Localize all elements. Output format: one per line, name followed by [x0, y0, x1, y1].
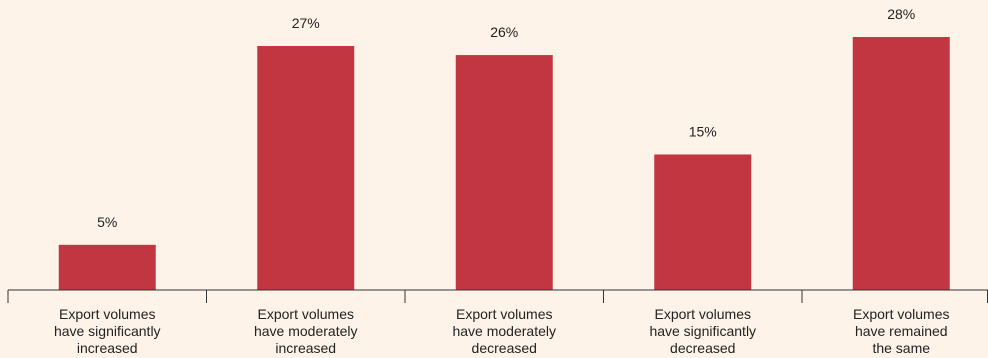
- value-label-5: 28%: [887, 6, 915, 22]
- bars-group: [59, 37, 950, 290]
- x-axis: [8, 290, 988, 303]
- bar-4: [654, 154, 751, 290]
- value-label-4: 15%: [689, 123, 717, 139]
- bar-3: [456, 55, 553, 290]
- value-label-3: 26%: [490, 24, 518, 40]
- value-label-2: 27%: [292, 15, 320, 31]
- bar-5: [853, 37, 950, 290]
- category-label-4: Export volumes have significantly decrease…: [649, 306, 756, 356]
- category-labels-group: Export volumes have significantly increase…: [54, 306, 950, 356]
- value-label-1: 5%: [97, 214, 117, 230]
- bar-2: [257, 46, 354, 290]
- category-label-2: Export volumes have moderately increased: [254, 306, 358, 356]
- category-label-5: Export volumes have remained the same: [853, 306, 949, 356]
- bar-1: [59, 245, 156, 290]
- category-label-3: Export volumes have moderately decreased: [452, 306, 556, 356]
- category-label-1: Export volumes have significantly increase…: [54, 306, 161, 356]
